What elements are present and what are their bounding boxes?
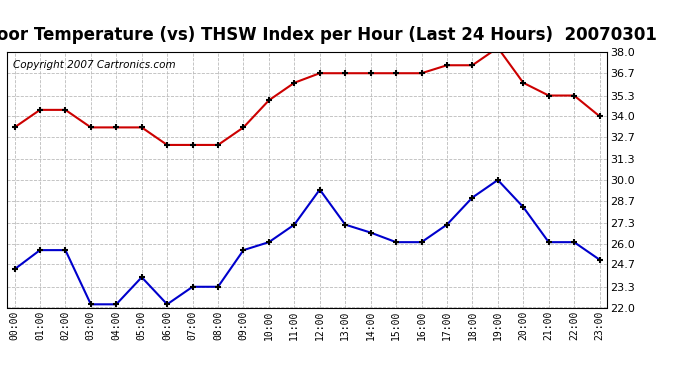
Text: Outdoor Temperature (vs) THSW Index per Hour (Last 24 Hours)  20070301: Outdoor Temperature (vs) THSW Index per …	[0, 26, 657, 44]
Text: Copyright 2007 Cartronics.com: Copyright 2007 Cartronics.com	[13, 60, 175, 70]
